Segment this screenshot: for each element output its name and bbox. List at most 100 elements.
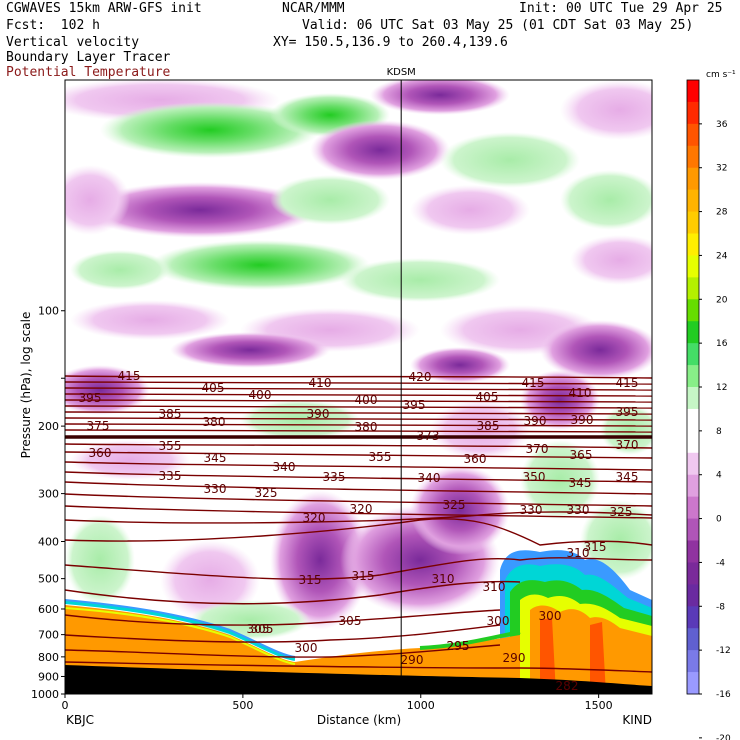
isentrope-label: 300 [539,609,562,623]
colorbar-swatch [687,167,699,191]
colorbar-swatch [687,189,699,213]
isentrope-line [65,399,652,403]
field-boundary-layer-tracer: Boundary Layer Tracer [6,50,171,65]
isentrope-label: 305 [247,622,270,636]
isentrope-label: 410 [569,386,592,400]
isentrope-line [65,661,521,669]
isentrope-label: 360 [89,446,112,460]
isentrope-label: 300 [487,614,510,628]
colorbar-swatch [687,123,699,147]
colorbar-swatch [687,321,699,344]
x-end-station: KIND [622,713,652,727]
colorbar-tick-label: 8 [716,427,722,437]
y-tick-label: 200 [38,420,59,433]
field-potential-temperature: Potential Temperature [6,65,171,80]
colorbar-swatch [687,211,699,234]
isentrope-label: 345 [204,451,227,465]
isentrope-label: 390 [524,414,547,428]
colorbar-swatch [687,277,699,300]
isentrope-line [65,411,652,415]
colorbar-swatch [687,562,699,585]
colorbar-tick-label: 0 [716,515,722,525]
y-tick-label: 700 [38,629,59,642]
isentrope-line [65,493,652,507]
isentrope-label: 295 [447,639,470,653]
isentrope-line [65,624,501,643]
isentrope-line [65,518,652,546]
isentrope-line [65,423,652,427]
isentrope-label: 325 [443,498,466,512]
isentrope-label: 405 [476,390,499,404]
x-axis: 0 500 1000 1500 [62,694,613,712]
isentrope-label: 300 [295,641,318,655]
isentrope-label: 355 [159,439,182,453]
colorbar-swatch [687,387,699,410]
colorbar-tick-label: 4 [716,471,722,481]
colorbar-swatch [687,299,699,322]
isentrope-label: 315 [352,569,375,583]
y-tick-label: 800 [38,651,59,664]
isentrope-line [65,481,652,495]
x-tick-label: 0 [62,699,69,712]
isentrope-label: 370 [616,438,639,452]
isentrope-label: 340 [273,460,296,474]
isentrope-label: 330 [567,503,590,517]
isentrope-line [65,393,652,397]
isentrope-label: 320 [303,511,326,525]
station-label: KDSM [387,67,416,78]
isentrope-label: 400 [249,388,272,402]
colorbar-swatch [687,628,699,651]
isentrope-label: 395 [79,391,102,405]
isentrope-label: 310 [432,572,455,586]
isentrope-label: 385 [159,407,182,421]
x-axis-label: Distance (km) [317,713,401,727]
colorbar-swatch [687,365,699,388]
isentrope-label: 373 [417,429,440,443]
x-start-station: KBJC [66,713,94,727]
vertical-velocity-field [65,80,652,694]
colorbar: 36 32 28 24 20 16 12 8 4 0 -4 -8 -12 -16 -20 [686,79,731,740]
isentrope-label: 415 [118,369,141,383]
isentrope-label: 290 [401,653,424,667]
isentrope-label: 335 [323,470,346,484]
colorbar-tick-label: -8 [716,602,725,612]
isentrope-line [65,511,652,524]
x-tick-label: 1500 [585,699,613,712]
isentrope-label: 335 [159,469,182,483]
isentrope-label: 385 [477,419,500,433]
isentrope-label: 410 [309,376,332,390]
isentrope-line [65,505,652,519]
isentrope-label: 305 [251,622,274,636]
isentrope-label: 390 [571,413,594,427]
isentrope-labels: 415 395 405 410 420 415 410 415 385 400 400 395 405 3… [79,369,639,693]
y-tick-label: 400 [38,535,59,548]
y-tick-label: 600 [38,603,59,616]
colorbar-tick-label: -20 [716,734,731,740]
colorbar-swatch [687,650,699,673]
colorbar-swatch [687,606,699,629]
colorbar-swatch [687,452,699,476]
y-axis-label: Pressure (hPa), log scale [19,312,33,459]
isentrope-label: 290 [503,651,526,665]
y-axis: 100 200 300 400 500 600 700 800 900 1000 [31,305,65,701]
isentrope-label: 400 [355,393,378,407]
isentrope-label: 282 [556,679,579,693]
isentrope-label: 375 [87,419,110,433]
colorbar-swatch [687,474,699,498]
colorbar-swatch [687,496,699,520]
isentrope-line [65,375,652,379]
init-time: Init: 00 UTC Tue 29 Apr 25 [519,1,723,16]
isentrope-label: 345 [569,476,592,490]
isentrope-label: 395 [616,405,639,419]
isentrope-line [65,557,652,580]
colorbar-swatch [687,255,699,278]
isentrope-label: 325 [610,505,633,519]
colorbar-tick-label: 20 [716,295,728,305]
isentrope-line [65,387,652,391]
plot-frame [64,79,653,695]
colorbar-tick-label: 16 [716,339,728,349]
colorbar-tick-label: 36 [716,120,728,130]
colorbar-tick-label: 24 [716,251,728,261]
colorbar-swatch [687,672,699,695]
